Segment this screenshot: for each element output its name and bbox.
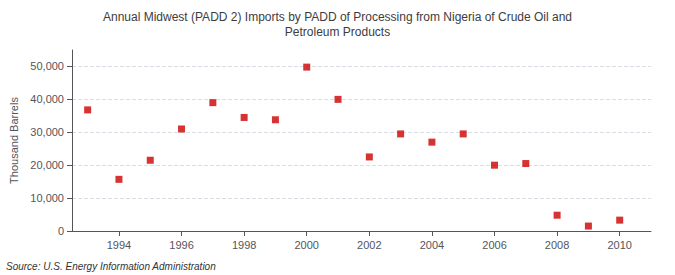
svg-text:30,000: 30,000 xyxy=(30,126,64,138)
svg-text:20,000: 20,000 xyxy=(30,159,64,171)
svg-text:2000: 2000 xyxy=(294,239,318,251)
svg-text:2004: 2004 xyxy=(420,239,444,251)
svg-text:1996: 1996 xyxy=(169,239,193,251)
svg-text:Thousand Barrels: Thousand Barrels xyxy=(8,97,20,184)
svg-text:50,000: 50,000 xyxy=(30,60,64,72)
svg-text:2010: 2010 xyxy=(607,239,631,251)
svg-text:10,000: 10,000 xyxy=(30,192,64,204)
svg-text:Annual Midwest (PADD 2) Import: Annual Midwest (PADD 2) Imports by PADD … xyxy=(103,10,572,24)
svg-text:2006: 2006 xyxy=(482,239,506,251)
svg-text:2008: 2008 xyxy=(545,239,569,251)
svg-text:0: 0 xyxy=(58,225,64,237)
svg-text:1994: 1994 xyxy=(107,239,131,251)
svg-text:2002: 2002 xyxy=(357,239,381,251)
svg-text:Petroleum Products: Petroleum Products xyxy=(285,25,390,39)
svg-text:1998: 1998 xyxy=(232,239,256,251)
svg-text:Source: U.S. Energy Informatio: Source: U.S. Energy Information Administ… xyxy=(6,261,216,272)
svg-text:40,000: 40,000 xyxy=(30,93,64,105)
